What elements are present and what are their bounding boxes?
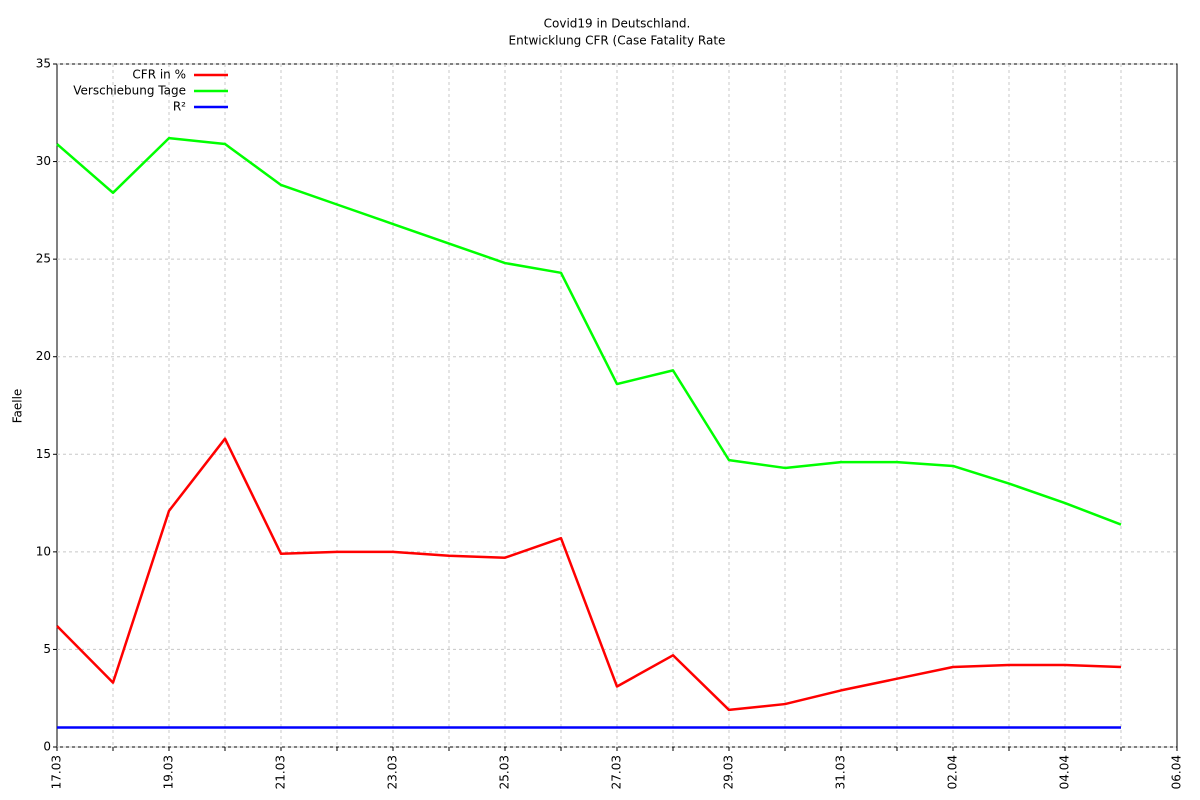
- x-tick-label: 19.03: [162, 755, 176, 789]
- x-tick-label: 25.03: [498, 755, 512, 789]
- x-tick-label: 02.04: [946, 755, 960, 789]
- y-tick-label: 0: [43, 740, 51, 754]
- x-tick-label: 17.03: [50, 755, 64, 789]
- series-line: [56, 136, 1122, 526]
- y-tick-label: 30: [36, 154, 51, 168]
- chart-subtitle: Entwicklung CFR (Case Fatality Rate: [509, 34, 726, 48]
- y-tick-label: 10: [36, 544, 51, 558]
- chart-title: Covid19 in Deutschland.: [544, 17, 691, 31]
- y-tick-label: 25: [36, 252, 51, 266]
- y-tick-label: 15: [36, 447, 51, 461]
- x-tick-label: 21.03: [274, 755, 288, 789]
- x-tick-label: 29.03: [722, 755, 736, 789]
- x-tick-label: 23.03: [386, 755, 400, 789]
- series-line: [56, 437, 1122, 712]
- y-tick-label: 20: [36, 349, 51, 363]
- legend-label: CFR in %: [132, 68, 186, 82]
- y-tick-label: 35: [36, 57, 51, 71]
- legend-label: Verschiebung Tage: [73, 84, 186, 98]
- x-tick-label: 06.04: [1170, 755, 1184, 789]
- y-axis-label: Faelle: [11, 389, 25, 424]
- legend-label: R²: [173, 100, 186, 114]
- x-tick-label: 31.03: [834, 755, 848, 789]
- y-tick-label: 5: [43, 642, 51, 656]
- x-tick-label: 04.04: [1058, 755, 1072, 789]
- x-tick-label: 27.03: [610, 755, 624, 789]
